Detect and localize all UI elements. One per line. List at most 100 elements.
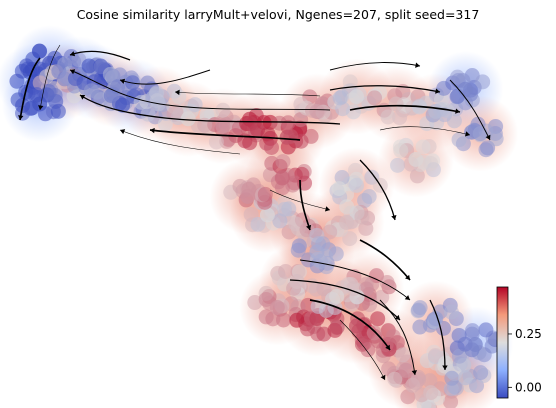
cell-point xyxy=(370,311,386,327)
cell-point xyxy=(260,126,276,142)
stream-arrowhead-19 xyxy=(385,344,390,350)
cell-point xyxy=(290,242,306,258)
cell-point xyxy=(379,275,395,291)
velocity-streamlines xyxy=(18,44,491,381)
cell-point xyxy=(473,365,489,381)
cell-point xyxy=(342,74,358,90)
cell-point xyxy=(277,201,293,217)
stream-arrowhead-10 xyxy=(435,88,440,94)
cell-point-36 xyxy=(467,337,483,352)
cell-point xyxy=(422,373,438,389)
cell-point xyxy=(328,246,344,262)
cell-point-10 xyxy=(215,118,231,134)
stream-arrowhead-11 xyxy=(455,108,460,114)
cell-point xyxy=(140,75,156,91)
stream-arrowhead-12 xyxy=(464,131,470,137)
cell-point xyxy=(366,325,382,341)
cell-point xyxy=(215,102,231,118)
cell-point xyxy=(392,110,408,126)
cell-point xyxy=(478,322,494,338)
cell-point xyxy=(405,377,421,393)
cell-point xyxy=(81,58,97,74)
cell-point xyxy=(258,309,274,325)
cell-point xyxy=(451,132,467,148)
cell-point xyxy=(411,302,427,318)
streamline-23 xyxy=(359,239,411,281)
cell-point xyxy=(387,371,403,387)
stream-arrowhead-16 xyxy=(324,206,330,212)
cell-point xyxy=(451,327,467,343)
cell-point-14 xyxy=(349,89,364,105)
cell-point xyxy=(250,216,266,232)
streamline-21 xyxy=(379,299,416,376)
cell-point-39 xyxy=(329,288,345,304)
stream-arrowhead-13 xyxy=(485,134,491,140)
stream-arrowhead-6 xyxy=(70,51,76,57)
stream-arrowhead-17 xyxy=(404,295,410,300)
cell-point xyxy=(258,291,274,307)
cell-point xyxy=(443,304,459,320)
cell-point xyxy=(423,155,439,171)
cell-point-18 xyxy=(472,126,488,142)
cell-point xyxy=(327,300,343,316)
cell-point xyxy=(354,209,370,225)
cell-point xyxy=(293,112,309,128)
stream-arrowhead-3 xyxy=(150,127,155,134)
streamline-20 xyxy=(339,319,386,381)
cell-point-12 xyxy=(279,129,295,145)
streamline-11 xyxy=(349,104,461,113)
cell-point-33 xyxy=(423,385,439,401)
streamline-12 xyxy=(379,126,471,136)
cell-point xyxy=(444,370,460,386)
cell-point xyxy=(157,116,173,132)
cell-point-32 xyxy=(398,362,414,378)
cell-point xyxy=(288,216,304,232)
cell-point-27 xyxy=(289,274,305,290)
stream-arrowhead-21 xyxy=(411,370,417,375)
cell-point xyxy=(50,103,66,119)
cell-point-3 xyxy=(32,96,48,112)
cell-point xyxy=(197,117,213,133)
cell-point xyxy=(300,321,316,337)
stream-arrowhead-1 xyxy=(70,69,76,75)
cell-point-19 xyxy=(408,152,424,167)
colorbar-tick-label-0: 0.00 xyxy=(515,380,542,394)
cell-point xyxy=(275,154,291,170)
cell-point xyxy=(390,157,406,173)
streamline-2 xyxy=(79,94,341,125)
streamline-6 xyxy=(69,50,131,61)
streamline-10 xyxy=(329,85,441,93)
stream-arrowhead-9 xyxy=(415,62,420,68)
cell-point xyxy=(247,295,263,311)
colorbar: 0.00 0.25 xyxy=(496,286,542,399)
cell-point xyxy=(380,109,396,125)
cell-point xyxy=(327,322,343,338)
streamline-16 xyxy=(269,189,331,211)
cell-point xyxy=(357,193,373,209)
cell-points xyxy=(9,43,505,408)
streamline-4 xyxy=(119,129,241,155)
cell-point-35 xyxy=(457,370,473,386)
cell-point xyxy=(263,139,279,155)
cell-point-17 xyxy=(457,81,473,97)
stream-arrowhead-2 xyxy=(80,95,86,100)
cell-point xyxy=(415,139,431,155)
cell-point xyxy=(488,131,504,147)
streamline-9 xyxy=(329,62,421,71)
stream-arrowhead-23 xyxy=(405,274,410,280)
cell-point xyxy=(257,186,273,202)
cell-point xyxy=(272,213,288,229)
cell-point xyxy=(47,87,63,103)
streamline-22 xyxy=(429,299,446,371)
stream-arrowhead-5 xyxy=(120,78,126,84)
stream-arrowhead-22 xyxy=(442,365,448,370)
cell-point xyxy=(409,168,425,184)
cell-point xyxy=(187,97,203,113)
cell-point xyxy=(67,71,83,87)
cell-point xyxy=(331,181,347,197)
cell-point xyxy=(400,389,416,405)
cell-point-23 xyxy=(259,207,275,223)
cell-point xyxy=(242,135,258,151)
cell-point-24 xyxy=(240,189,256,204)
